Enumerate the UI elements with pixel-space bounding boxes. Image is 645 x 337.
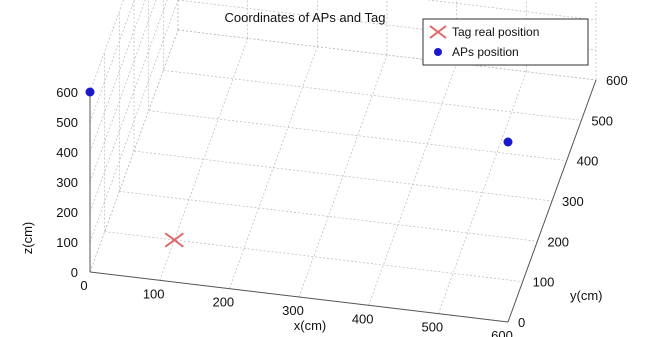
y-axis-line — [507, 79, 597, 323]
z-tick-label: 100 — [56, 235, 78, 250]
y-tick-label: 600 — [606, 73, 628, 88]
z-tick-label: 600 — [56, 85, 78, 100]
y-tick-label: 300 — [562, 194, 584, 209]
legend-marker-tag — [429, 25, 447, 39]
tag-position-marker — [164, 232, 184, 248]
x-tick-label: 400 — [352, 311, 374, 326]
z-tick-label: 0 — [71, 265, 78, 280]
grid-line-floor-x — [438, 71, 527, 314]
grid-line-left-z — [89, 0, 135, 123]
y-tick-label: 400 — [577, 154, 599, 169]
y-axis-label: y(cm) — [570, 288, 603, 303]
legend-marker-aps — [434, 48, 442, 56]
y-tick-label: 200 — [547, 234, 569, 249]
legend-label-aps: APs position — [452, 45, 519, 59]
ap-position-point — [503, 137, 513, 147]
x-tick-label: 100 — [143, 286, 165, 301]
z-tick-label: 300 — [56, 175, 78, 190]
x-tick-label: 300 — [282, 303, 304, 318]
x-axis-line — [89, 271, 509, 323]
chart-title: Coordinates of APs and Tag — [225, 10, 386, 25]
x-tick-label: 500 — [421, 320, 443, 335]
z-tick-label: 400 — [56, 145, 78, 160]
ap-position-point — [85, 87, 95, 97]
grid-line-floor-x — [298, 54, 388, 298]
legend: Tag real position APs position — [422, 18, 589, 66]
tag-marker-stroke — [164, 232, 184, 248]
grid-line-floor-x — [368, 63, 457, 306]
legend-label-tag: Tag real position — [452, 25, 539, 39]
grid-line-left-z — [89, 0, 157, 183]
z-tick-label: 500 — [56, 115, 78, 130]
legend-box — [422, 18, 589, 66]
x-axis-label: x(cm) — [294, 318, 327, 333]
grid-line-floor-x — [159, 38, 248, 281]
y-tick-label: 100 — [533, 275, 555, 290]
axis-layer — [89, 79, 597, 323]
point-layer — [85, 87, 513, 248]
z-tick-label: 200 — [56, 205, 78, 220]
z-axis-label: z(cm) — [20, 222, 35, 255]
y-tick-label: 500 — [591, 113, 613, 128]
tick-layer: 0 100 200 300 400 500 600 0 100 200 300 400 500 600 0 1… — [56, 73, 627, 337]
x-tick-label: 200 — [212, 295, 234, 310]
x-tick-label: 0 — [80, 278, 87, 293]
x-tick-label: 600 — [491, 328, 513, 337]
grid-line-left-z — [89, 0, 146, 153]
y-tick-label: 0 — [518, 315, 525, 330]
